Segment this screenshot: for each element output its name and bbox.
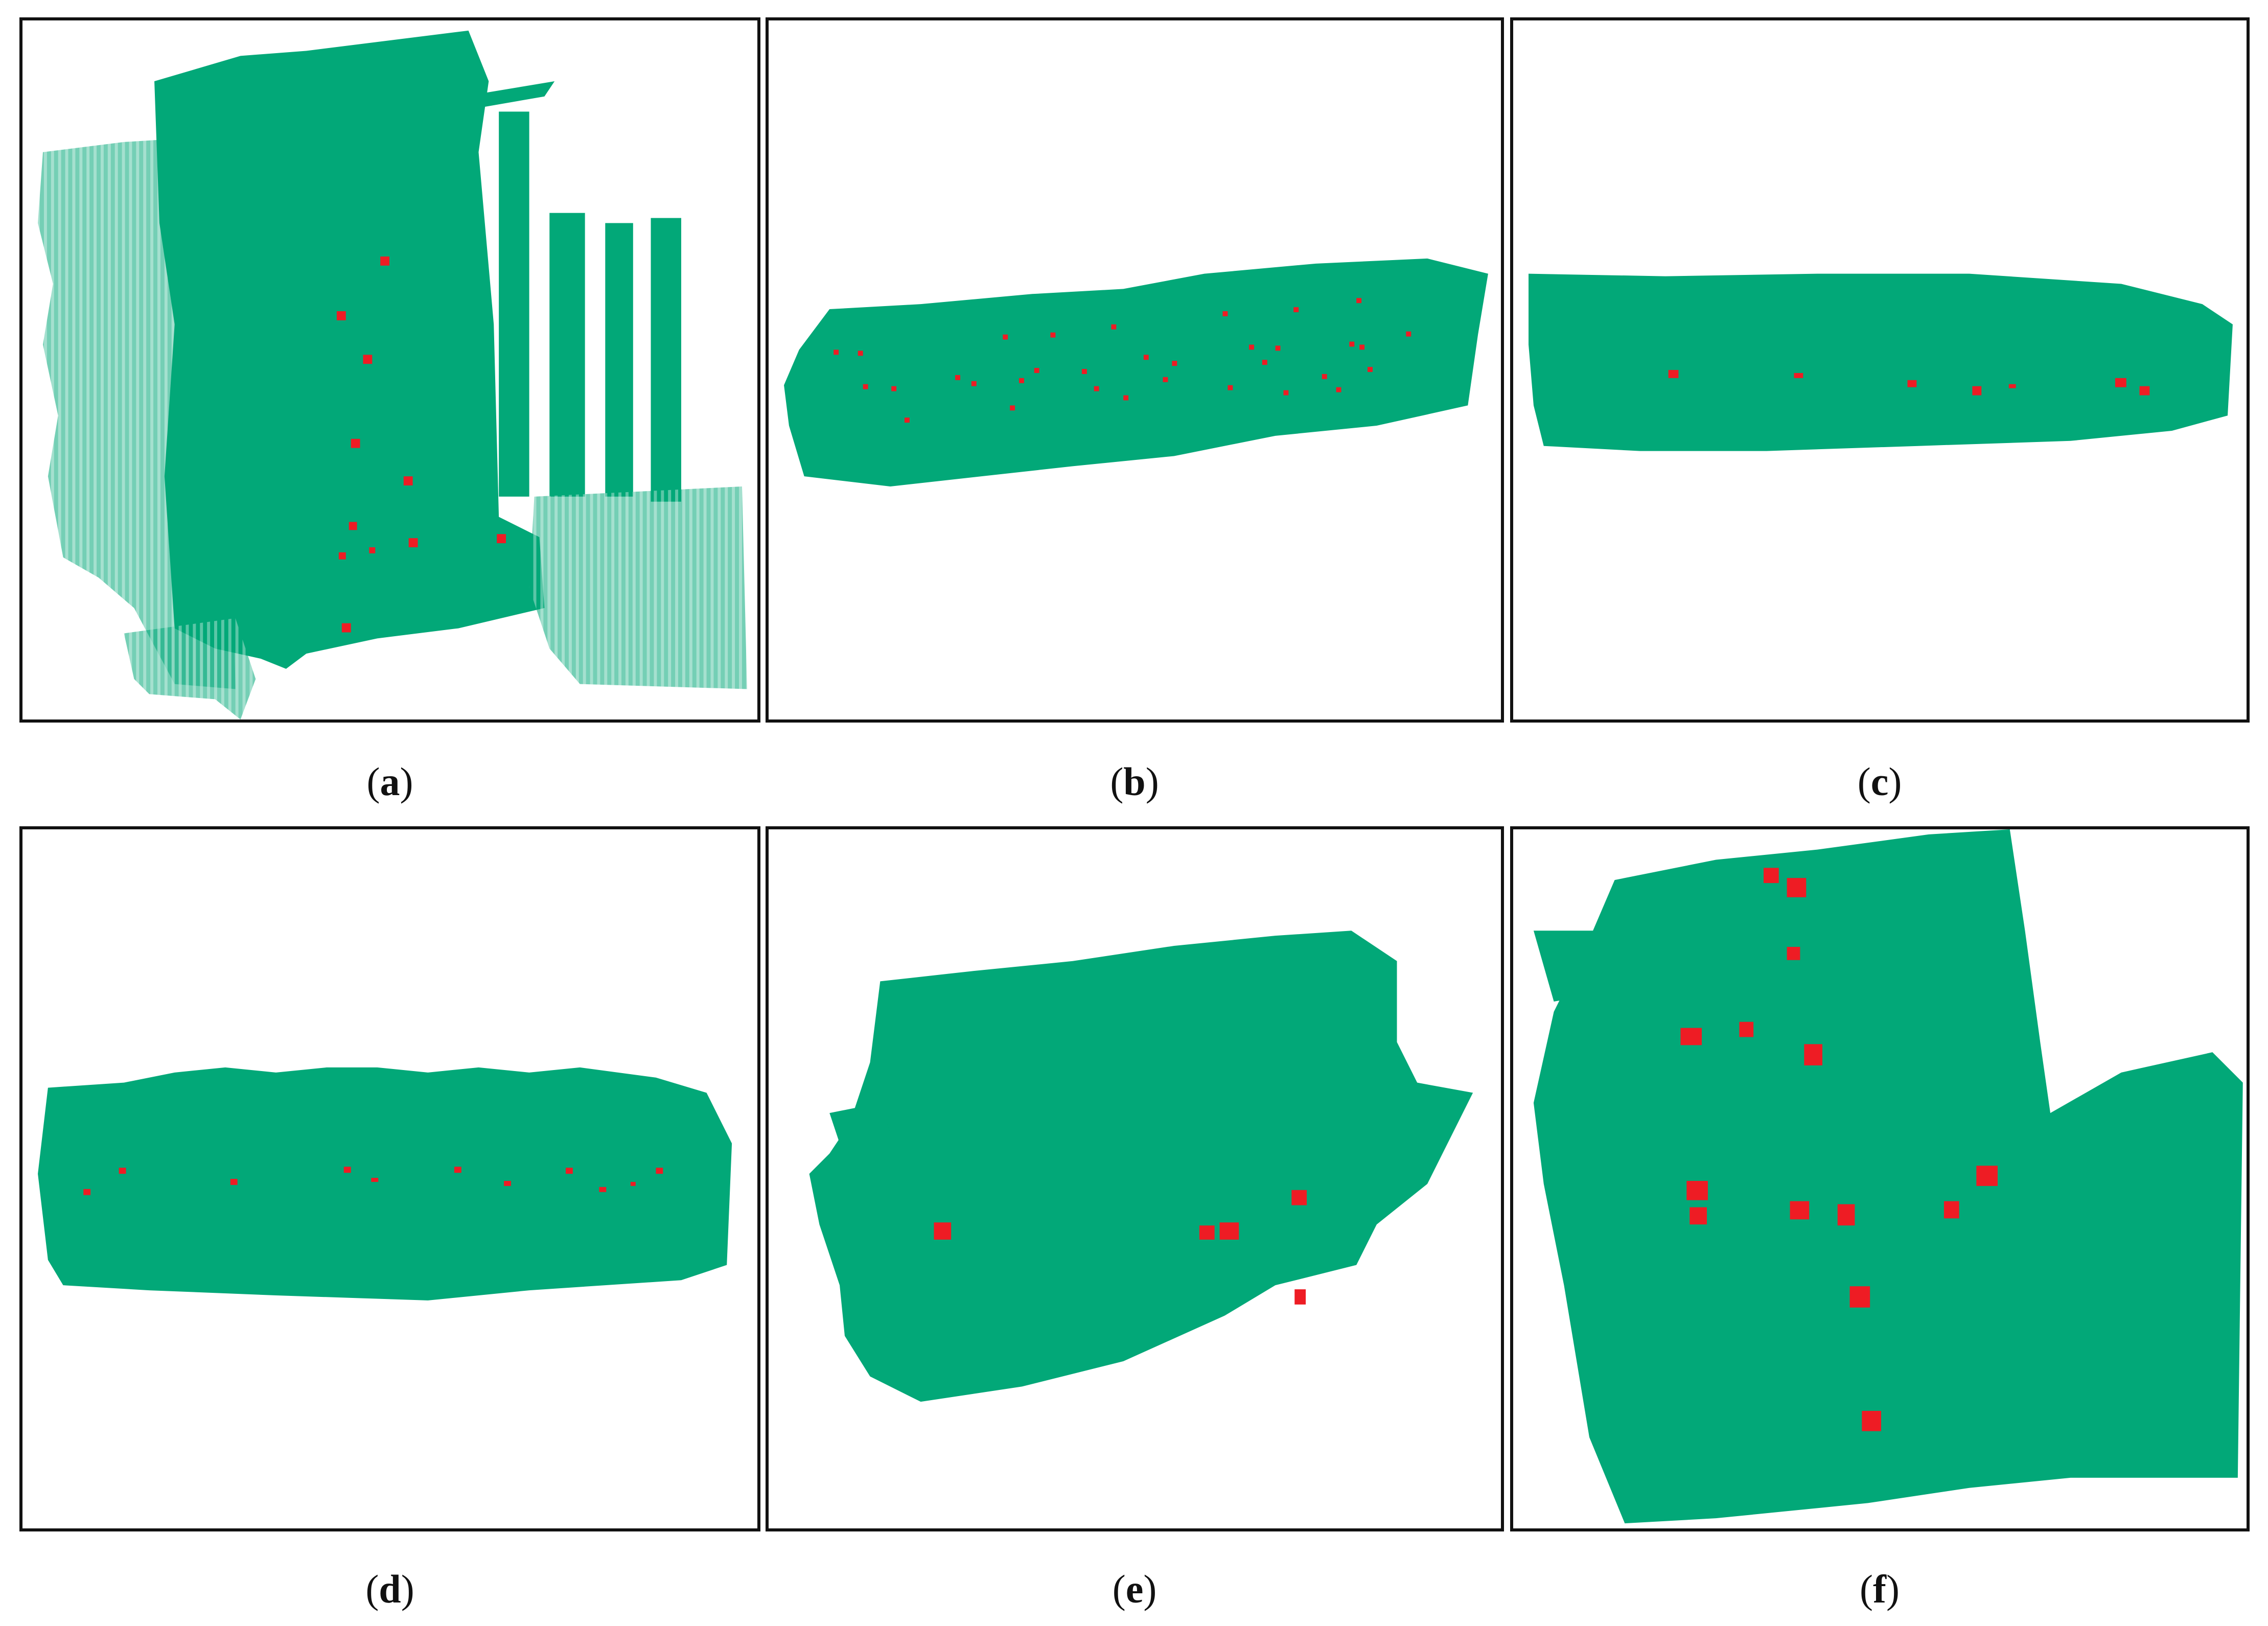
point-cloud-b	[784, 258, 1488, 486]
caption-label-d: d	[379, 1567, 401, 1611]
caption-d: (d)	[365, 1567, 414, 1611]
caption-label-e: e	[1125, 1567, 1144, 1611]
cloud-shape-e	[809, 931, 1473, 1402]
point-cloud-a	[38, 30, 747, 719]
cloud-shape-c	[1529, 273, 2233, 451]
point-cloud-f	[1533, 829, 2243, 1524]
panel-e	[766, 826, 1504, 1531]
cloud-shape-f	[1533, 829, 2243, 1524]
caption-f: (f)	[1860, 1567, 1900, 1611]
marker-group-e	[934, 1190, 1307, 1305]
panel-a	[19, 17, 760, 723]
caption-label-b: b	[1123, 759, 1146, 804]
panel-c	[1510, 17, 2250, 723]
marker-group-f	[1680, 868, 1998, 1431]
marker-group-b	[834, 298, 1411, 423]
caption-label-f: f	[1873, 1567, 1886, 1611]
marker-group-c	[1668, 370, 2150, 396]
point-cloud-e	[809, 931, 1473, 1402]
panel-d	[19, 826, 760, 1531]
point-cloud-c	[1529, 273, 2233, 451]
caption-e: (e)	[1112, 1567, 1157, 1611]
panel-f	[1510, 826, 2250, 1531]
panel-b	[766, 17, 1504, 723]
marker-group-d	[83, 1167, 663, 1195]
caption-label-a: a	[380, 759, 400, 804]
point-cloud-d	[38, 1067, 732, 1300]
caption-b: (b)	[1110, 759, 1159, 804]
marker-group-a	[336, 256, 506, 633]
cloud-shape-a	[38, 30, 747, 719]
caption-c: (c)	[1857, 759, 1902, 804]
cloud-shape-d	[38, 1067, 732, 1300]
cloud-shape-b	[784, 258, 1488, 486]
caption-a: (a)	[366, 759, 413, 804]
caption-label-c: c	[1870, 759, 1889, 804]
